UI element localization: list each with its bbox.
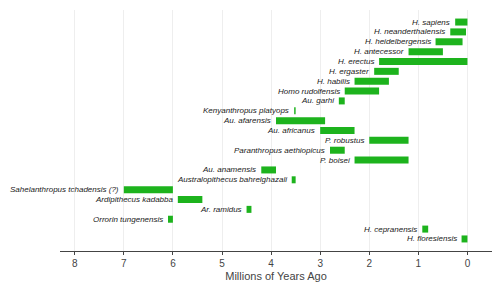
svg-text:Australopithecus bahrelghazali: Australopithecus bahrelghazali <box>177 175 287 184</box>
svg-text:P. robustus: P. robustus <box>325 136 364 145</box>
svg-text:Au. anamensis: Au. anamensis <box>202 165 256 174</box>
svg-text:Paranthropus aethiopicus: Paranthropus aethiopicus <box>234 146 325 155</box>
svg-text:3: 3 <box>317 258 323 269</box>
svg-text:1: 1 <box>416 258 422 269</box>
svg-text:4: 4 <box>268 258 274 269</box>
svg-text:Au. garhi: Au. garhi <box>301 96 334 105</box>
svg-text:5: 5 <box>219 258 225 269</box>
svg-text:H. cepranensis: H. cepranensis <box>364 225 417 234</box>
svg-text:Au. africanus: Au. africanus <box>267 126 315 135</box>
svg-text:Ar. ramidus: Ar. ramidus <box>200 205 242 214</box>
svg-text:6: 6 <box>170 258 176 269</box>
svg-text:H. floresiensis: H. floresiensis <box>407 234 457 243</box>
svg-text:P. boisei: P. boisei <box>320 156 350 165</box>
svg-text:H. sapiens: H. sapiens <box>412 18 450 27</box>
svg-text:0: 0 <box>465 258 471 269</box>
svg-text:H. erectus: H. erectus <box>338 57 374 66</box>
svg-text:H. habilis: H. habilis <box>317 77 350 86</box>
svg-text:H. neanderthalensis: H. neanderthalensis <box>374 27 445 36</box>
svg-text:2: 2 <box>366 258 372 269</box>
svg-text:Kenyanthropus platyops: Kenyanthropus platyops <box>203 106 289 115</box>
svg-text:Au. afarensis: Au. afarensis <box>223 116 271 125</box>
svg-text:H. ergaster: H. ergaster <box>329 67 369 76</box>
svg-text:H. antecessor: H. antecessor <box>354 47 404 56</box>
svg-text:Ardipithecus kadabba: Ardipithecus kadabba <box>95 195 173 204</box>
svg-text:Millions of Years Ago: Millions of Years Ago <box>225 270 327 282</box>
svg-text:8: 8 <box>72 258 78 269</box>
svg-text:Homo rudolfensis: Homo rudolfensis <box>278 87 340 96</box>
svg-text:7: 7 <box>121 258 127 269</box>
svg-text:Sahelanthropus tchadensis (?): Sahelanthropus tchadensis (?) <box>10 185 119 194</box>
svg-text:H. heidelbergensis: H. heidelbergensis <box>365 37 431 46</box>
svg-text:Orrorin tungenensis: Orrorin tungenensis <box>93 215 163 224</box>
